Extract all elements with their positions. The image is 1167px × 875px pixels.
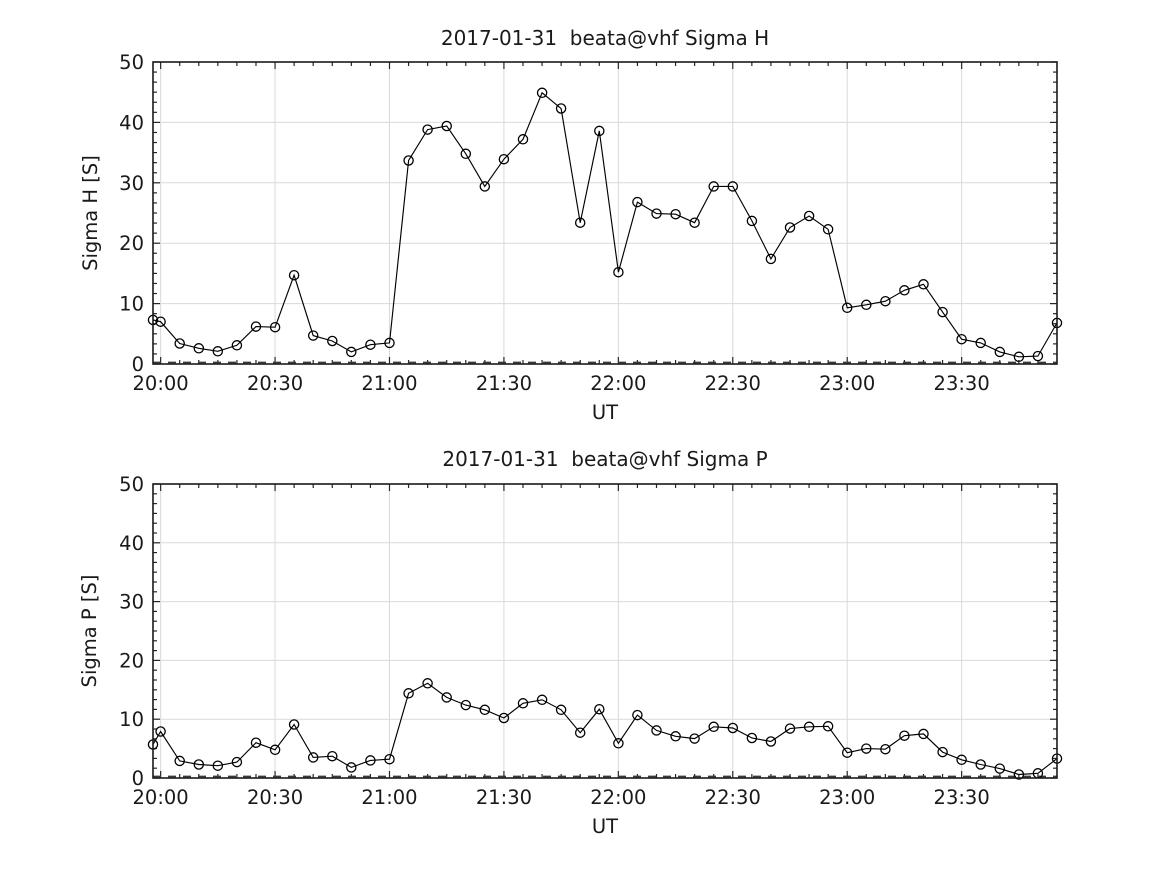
svg-text:20:30: 20:30 [247,372,303,395]
svg-text:30: 30 [119,591,144,614]
sigma-p-ylabel: Sigma P [S] [78,575,101,688]
svg-text:10: 10 [119,293,144,316]
svg-text:21:00: 21:00 [361,372,417,395]
sigma-h-ylabel: Sigma H [S] [79,155,102,271]
svg-text:20:00: 20:00 [133,786,189,809]
svg-text:40: 40 [119,532,144,555]
svg-text:22:00: 22:00 [590,786,646,809]
sigma-h-axes: 20:00 20:30 21:00 21:30 22:00 22:30 23:00 23:30… [119,51,1063,395]
sigma-h-title: 2017-01-31 beata@vhf Sigma H [441,26,769,50]
svg-text:21:00: 21:00 [361,786,417,809]
svg-text:10: 10 [119,708,144,731]
x-tick-labels: 20:00 20:30 21:00 21:30 22:00 22:30 23:00 23:30 [133,786,990,809]
series-markers [147,678,1063,780]
svg-text:50: 50 [119,51,144,74]
svg-text:22:30: 22:30 [705,372,761,395]
axes-box [152,483,1058,779]
sigma-p-title: 2017-01-31 beata@vhf Sigma P [442,447,767,471]
series-markers [147,87,1063,363]
svg-text:21:30: 21:30 [476,372,532,395]
svg-text:40: 40 [119,111,144,134]
series-line [152,682,1058,776]
svg-text:30: 30 [119,172,144,195]
svg-text:0: 0 [132,353,144,376]
svg-text:23:30: 23:30 [934,372,990,395]
series-line [152,91,1058,358]
svg-text:23:30: 23:30 [934,786,990,809]
svg-text:20: 20 [119,649,144,672]
svg-text:0: 0 [132,767,144,790]
svg-text:22:30: 22:30 [705,786,761,809]
svg-text:22:00: 22:00 [590,372,646,395]
axes-box [152,61,1058,365]
y-tick-labels: 0 10 20 30 40 50 [119,51,144,376]
svg-text:50: 50 [119,473,144,496]
sigma-p-axes: 20:00 20:30 21:00 21:30 22:00 22:30 23:00 23:30… [119,473,1063,809]
svg-text:23:00: 23:00 [819,786,875,809]
svg-text:20:30: 20:30 [247,786,303,809]
x-tick-labels: 20:00 20:30 21:00 21:30 22:00 22:30 23:00 23:30 [133,372,990,395]
svg-text:21:30: 21:30 [476,786,532,809]
svg-text:23:00: 23:00 [819,372,875,395]
sigma-h-xlabel: UT [592,401,618,424]
svg-text:20:00: 20:00 [133,372,189,395]
y-tick-labels: 0 10 20 30 40 50 [119,473,144,790]
svg-text:20: 20 [119,232,144,255]
sigma-p-xlabel: UT [592,815,618,838]
